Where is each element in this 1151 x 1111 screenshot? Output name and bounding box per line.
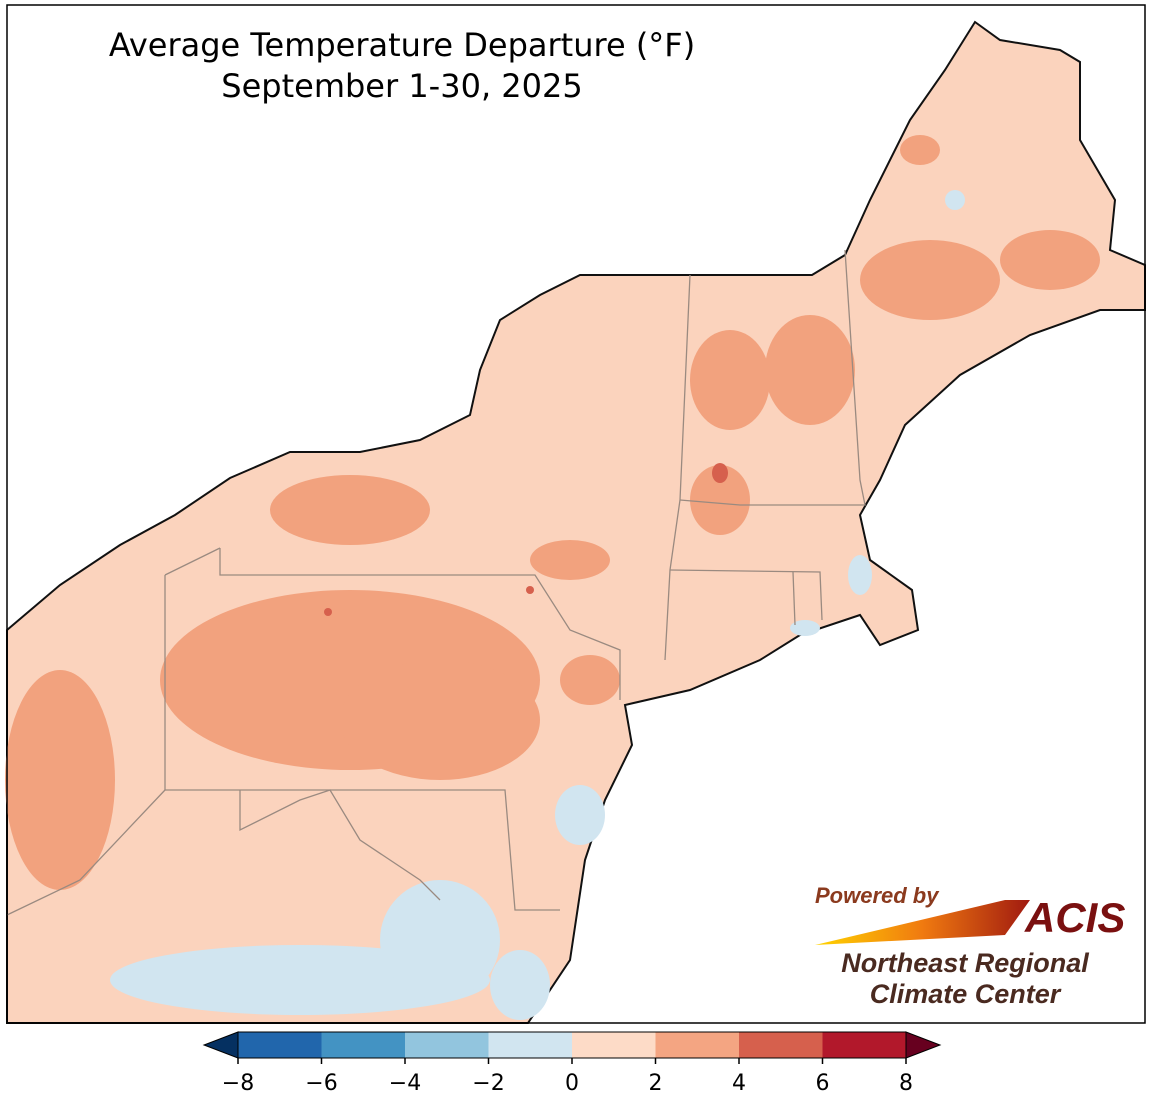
colorbar-segment: [321, 1032, 405, 1058]
colorbar-tick-label: 4: [732, 1071, 746, 1096]
logo-org-line2: Climate Center: [870, 979, 1062, 1009]
colorbar: −8 −6 −4 −2 0 2 4 6 8: [202, 1031, 942, 1096]
colorbar-tick-label: −6: [305, 1071, 337, 1096]
logo-swoosh: [815, 900, 1030, 945]
colorbar-segment: [655, 1032, 739, 1058]
colorbar-segment: [238, 1032, 322, 1058]
colorbar-tick-label: 2: [649, 1071, 663, 1096]
colorbar-tick-label: 6: [816, 1071, 830, 1096]
colorbar-segment: [572, 1032, 656, 1058]
colorbar-over: [905, 1031, 942, 1059]
logo: Powered by ACIS Northeast Regional Clima…: [815, 883, 1125, 1009]
logo-tagline: Powered by: [815, 883, 940, 908]
logo-name: ACIS: [1024, 894, 1125, 941]
colorbar-segment: [822, 1032, 906, 1058]
map-area: Average Temperature Departure (°F) Septe…: [5, 4, 1146, 1024]
land: [6, 20, 1146, 1024]
colorbar-tick-label: −2: [472, 1071, 504, 1096]
cool-areas: [110, 190, 965, 1020]
colorbar-segment: [405, 1032, 489, 1058]
colorbar-segment: [739, 1032, 823, 1058]
map-title: Average Temperature Departure (°F): [109, 26, 695, 64]
colorbar-tick-label: −4: [389, 1071, 421, 1096]
colorbar-segment: [488, 1032, 572, 1058]
warm-areas: [5, 135, 1100, 890]
colorbar-under: [202, 1031, 239, 1059]
state-boundaries: [6, 249, 866, 916]
logo-org-line1: Northeast Regional: [841, 948, 1089, 978]
map-frame: [6, 4, 1146, 1024]
hot-spots: [324, 463, 728, 616]
colorbar-tick-label: 8: [899, 1071, 913, 1096]
map-subtitle: September 1-30, 2025: [221, 67, 582, 105]
colorbar-tick-label: 0: [565, 1071, 579, 1096]
colorbar-tick-label: −8: [222, 1071, 254, 1096]
